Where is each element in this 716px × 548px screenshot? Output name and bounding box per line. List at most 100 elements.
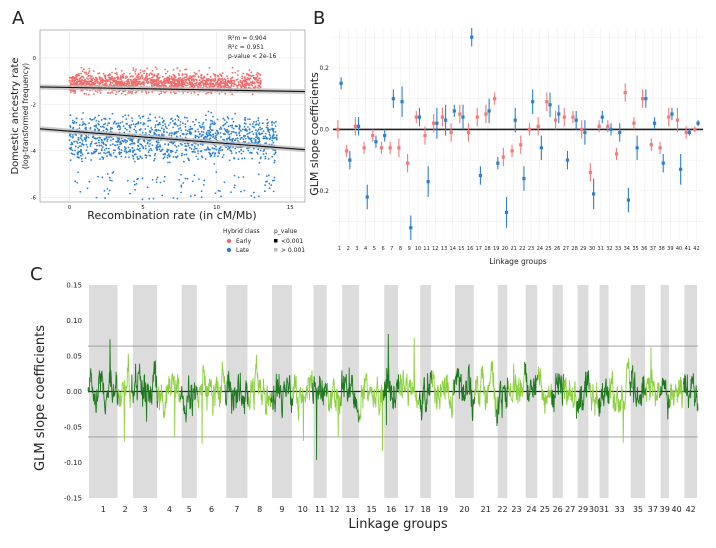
- early-point: [92, 70, 95, 72]
- late-point: [257, 117, 260, 120]
- late-point: [111, 143, 114, 146]
- late-coef-point: [531, 100, 535, 104]
- late-point: [95, 138, 97, 140]
- late-point: [161, 148, 164, 151]
- early-point: [75, 83, 78, 86]
- late-point: [176, 155, 179, 158]
- late-point: [222, 138, 225, 141]
- late-point: [166, 151, 169, 153]
- early-point: [200, 84, 202, 87]
- late-point: [148, 154, 151, 157]
- early-point: [154, 66, 157, 69]
- early-point: [99, 92, 102, 94]
- late-point: [104, 197, 106, 199]
- early-point: [71, 89, 74, 92]
- late-point: [150, 149, 153, 152]
- stat-pvalue: p-value < 2e-16: [228, 53, 277, 60]
- late-coef-point: [513, 118, 517, 122]
- early-point: [130, 80, 133, 83]
- late-point: [79, 137, 82, 140]
- b-xtick-label: 39: [667, 246, 673, 252]
- late-point: [243, 157, 246, 160]
- late-point: [218, 149, 220, 152]
- late-point: [246, 126, 249, 128]
- early-point: [236, 84, 238, 87]
- early-point: [128, 91, 131, 94]
- early-point: [72, 90, 75, 93]
- late-point: [194, 130, 197, 133]
- late-point: [69, 126, 72, 128]
- late-point: [199, 126, 202, 129]
- late-point: [204, 114, 207, 117]
- early-point: [193, 75, 196, 78]
- late-point: [169, 141, 172, 144]
- late-point: [180, 191, 182, 194]
- late-point: [218, 127, 221, 130]
- late-point: [117, 147, 120, 149]
- early-point: [256, 75, 259, 78]
- early-point: [94, 90, 97, 92]
- late-point: [114, 144, 117, 147]
- late-point: [229, 146, 232, 149]
- late-point: [146, 142, 149, 145]
- late-point: [159, 123, 161, 126]
- late-point: [239, 125, 241, 128]
- late-point: [213, 147, 216, 150]
- early-point: [169, 91, 172, 94]
- stat-r2m: R²m = 0.904: [228, 35, 267, 42]
- late-point: [258, 161, 261, 164]
- late-point: [194, 135, 197, 138]
- early-point: [139, 83, 142, 86]
- legend-nonsig-swatch: [274, 248, 278, 252]
- late-point: [129, 192, 131, 195]
- late-coef-point: [609, 127, 613, 131]
- early-point: [220, 80, 222, 83]
- late-point: [88, 122, 90, 124]
- early-point: [220, 74, 223, 77]
- early-point: [148, 74, 151, 77]
- late-point: [134, 160, 136, 163]
- late-coef-point: [487, 109, 491, 113]
- a-xtick-label: 5: [141, 205, 145, 211]
- late-point: [209, 131, 212, 133]
- late-point: [268, 133, 271, 136]
- late-point: [161, 134, 163, 137]
- late-point: [149, 147, 152, 150]
- late-point: [106, 173, 109, 175]
- b-xtick-label: 20: [502, 246, 508, 252]
- panel-b-xlabel: Linkage groups: [489, 257, 546, 266]
- early-point: [239, 85, 242, 88]
- early-point: [78, 77, 81, 80]
- late-point: [99, 144, 101, 147]
- late-point: [155, 134, 158, 136]
- late-point: [137, 122, 140, 125]
- early-point: [177, 72, 180, 75]
- early-point: [101, 81, 104, 84]
- early-point: [83, 92, 86, 95]
- late-point: [175, 145, 178, 148]
- late-point: [168, 161, 171, 164]
- late-point: [197, 144, 199, 146]
- late-point: [272, 131, 275, 133]
- early-point: [231, 76, 234, 79]
- early-point: [165, 85, 168, 87]
- early-point: [114, 82, 117, 84]
- early-point: [90, 81, 93, 84]
- late-point: [154, 126, 157, 129]
- early-point: [222, 85, 225, 87]
- early-point: [243, 85, 245, 87]
- late-point: [252, 133, 255, 136]
- early-point: [155, 74, 158, 77]
- late-point: [249, 123, 251, 126]
- late-point: [145, 132, 147, 134]
- early-coef-point: [580, 127, 584, 131]
- late-point: [152, 197, 155, 200]
- c-xtick-label: 40: [672, 505, 682, 514]
- c-xtick-label: 2: [123, 505, 128, 514]
- late-coef-point: [696, 121, 700, 125]
- early-point: [153, 84, 156, 87]
- late-point: [158, 116, 161, 118]
- late-point: [133, 142, 136, 145]
- early-point: [71, 79, 74, 82]
- early-point: [173, 79, 176, 82]
